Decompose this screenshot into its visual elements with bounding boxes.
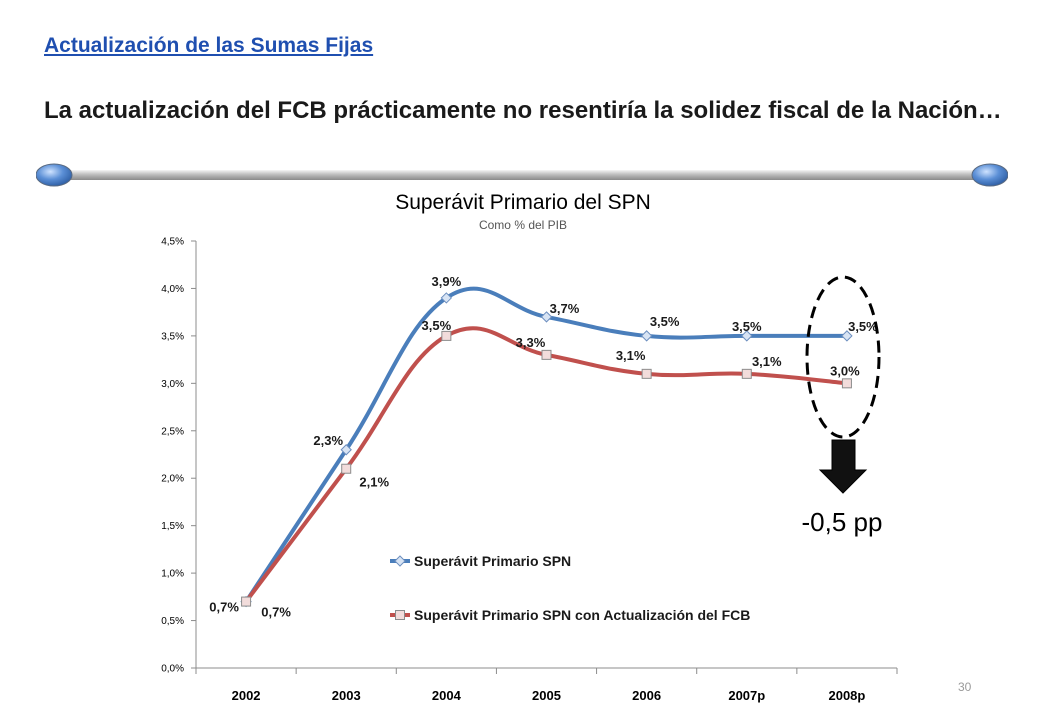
data-point-marker: [340, 444, 352, 456]
chart-legend: Superávit Primario SPN Superávit Primario…: [390, 553, 750, 623]
x-tick-label: 2004: [432, 688, 462, 703]
data-label: 3,5%: [732, 319, 762, 334]
data-point-marker: [441, 330, 452, 341]
data-label: 2,1%: [359, 475, 389, 490]
legend-item: Superávit Primario SPN con Actualización…: [390, 607, 750, 623]
x-tick-label: 2007p: [728, 688, 765, 703]
series-1: 0,7% 2,3% 3,9% 3,7% 3,5% 3,5% 3,5%: [209, 274, 878, 615]
data-label: 0,7%: [209, 600, 239, 615]
data-point-marker: [841, 378, 852, 389]
decorative-divider-bar: [36, 163, 1008, 187]
legend-label: Superávit Primario SPN: [414, 553, 571, 569]
chart-axes: 0,0% 0,5% 1,0% 1,5% 2,0% 2,5% 3,0% 3,5% 4,0% 4,5%…: [161, 237, 898, 703]
legend-swatch-marker: [394, 555, 406, 567]
data-label: 3,5%: [422, 318, 452, 333]
data-point-marker: [640, 330, 653, 342]
legend-swatch-marker: [395, 610, 405, 620]
chart-title: Superávit Primario del SPN: [395, 191, 651, 214]
highlight-ellipse: [805, 275, 881, 439]
y-tick-label: 2,0%: [161, 474, 184, 485]
x-tick-label: 2003: [332, 688, 361, 703]
x-tick-label: 2006: [632, 688, 661, 703]
data-label: 3,1%: [616, 348, 646, 363]
data-point-marker: [741, 330, 753, 342]
data-point-marker: [541, 349, 552, 360]
data-point-marker: [341, 463, 352, 474]
legend-label: Superávit Primario SPN con Actualización…: [414, 607, 750, 623]
x-tick-label: 2008p: [828, 688, 865, 703]
data-point-marker: [841, 330, 853, 342]
data-point-marker: [241, 596, 252, 607]
delta-annotation: -0,5 pp: [802, 507, 883, 537]
slide-headline: La actualización del FCB prácticamente n…: [44, 97, 1002, 124]
series-2: 0,7% 2,1% 3,5% 3,3% 3,1% 3,1% 3,0%: [241, 318, 860, 620]
data-label: 0,7%: [261, 605, 291, 620]
down-arrow-icon: [818, 439, 868, 494]
y-tick-label: 3,5%: [161, 331, 184, 342]
data-point-marker: [440, 292, 453, 304]
x-tick-label: 2005: [532, 688, 561, 703]
y-tick-label: 3,0%: [161, 379, 184, 390]
chart-series: 0,7% 2,3% 3,9% 3,7% 3,5% 3,5% 3,5% 0,7% 2,1% 3,5%…: [209, 274, 878, 620]
legend-item: Superávit Primario SPN: [390, 553, 571, 569]
data-label: 2,3%: [313, 433, 343, 448]
y-tick-label: 1,0%: [161, 569, 184, 580]
y-tick-label: 4,5%: [161, 237, 184, 248]
y-tick-label: 0,5%: [161, 616, 184, 627]
y-tick-label: 2,5%: [161, 426, 184, 437]
data-point-marker: [741, 368, 752, 379]
data-label: 3,9%: [432, 274, 462, 289]
page-number: 30: [958, 680, 972, 694]
chart-subtitle: Como % del PIB: [479, 218, 567, 232]
data-point-marker: [540, 311, 553, 323]
y-tick-label: 4,0%: [161, 284, 184, 295]
chart-annotation: -0,5 pp: [802, 275, 883, 537]
data-label: 3,7%: [550, 301, 580, 316]
y-tick-label: 1,5%: [161, 521, 184, 532]
y-tick-label: 0,0%: [161, 664, 184, 675]
data-label: 3,0%: [830, 363, 860, 378]
data-label: 3,5%: [650, 314, 680, 329]
data-point-marker: [641, 368, 652, 379]
slide-title-link[interactable]: Actualización de las Sumas Fijas: [44, 34, 374, 57]
data-label: 3,1%: [752, 354, 782, 369]
data-label: 3,5%: [848, 319, 878, 334]
x-tick-label: 2002: [232, 688, 261, 703]
data-label: 3,3%: [516, 335, 546, 350]
